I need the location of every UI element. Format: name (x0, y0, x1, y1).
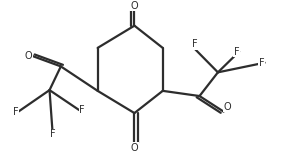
Text: F: F (79, 105, 85, 115)
Text: F: F (233, 47, 239, 57)
Text: O: O (131, 1, 138, 11)
Text: O: O (224, 102, 231, 112)
Text: F: F (50, 129, 55, 139)
Text: O: O (131, 143, 138, 153)
Text: O: O (25, 51, 33, 61)
Text: F: F (259, 58, 265, 68)
Text: F: F (192, 39, 198, 49)
Text: F: F (13, 107, 18, 117)
